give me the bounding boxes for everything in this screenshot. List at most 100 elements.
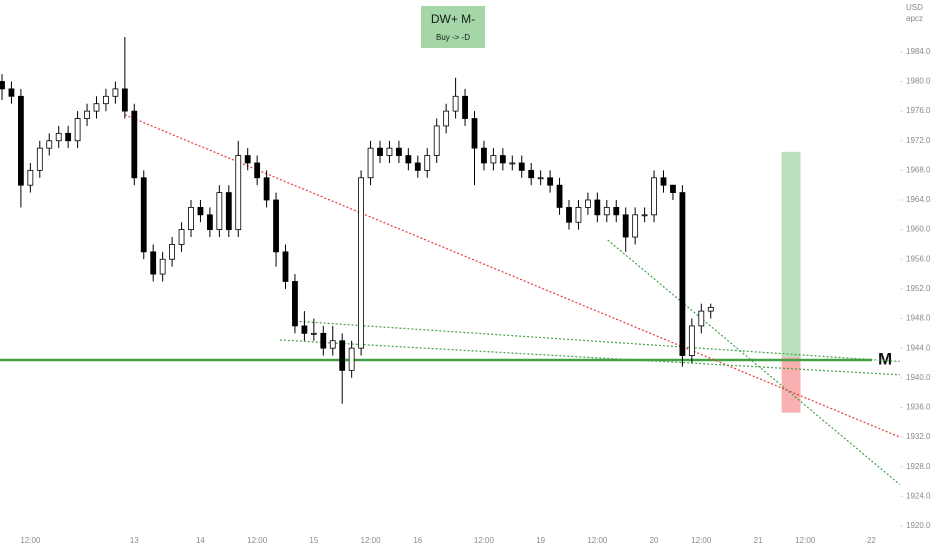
candle-body <box>537 177 544 180</box>
candle-body <box>641 214 648 217</box>
candle-body <box>377 147 383 156</box>
candle-body <box>84 110 90 119</box>
candle-body <box>103 95 109 105</box>
x-tick-label: 21 <box>754 536 763 545</box>
x-tick-label: 20 <box>650 536 659 545</box>
y-tick-label: 1964.0 <box>906 195 931 204</box>
candle-body <box>358 177 365 349</box>
candle-body <box>36 147 43 171</box>
x-tick-label: 12:00 <box>474 536 495 545</box>
candle-body <box>452 95 459 112</box>
candle-body <box>216 192 223 231</box>
candle-body <box>367 147 374 179</box>
candle-body <box>263 177 270 201</box>
candle-body <box>547 177 553 186</box>
trend-line <box>299 320 900 363</box>
candle-body <box>0 81 5 90</box>
y-tick-label: 1936.0 <box>906 403 931 412</box>
candle-body <box>386 147 393 156</box>
candle-body <box>292 281 298 327</box>
x-tick-label: 12:00 <box>361 536 382 545</box>
note: apcz <box>906 14 923 23</box>
candle-body <box>282 251 289 282</box>
x-tick-label: 12:00 <box>20 536 41 545</box>
candle-body <box>471 118 478 149</box>
y-tick-label: 1968.0 <box>906 165 931 174</box>
x-tick-label: 12:00 <box>587 536 608 545</box>
candle-body <box>594 199 601 216</box>
candle-body <box>414 162 421 171</box>
candle-body <box>159 258 166 275</box>
candle-body <box>499 155 506 164</box>
trend-line <box>607 239 901 485</box>
candle-body <box>528 169 535 179</box>
candle-body <box>405 155 412 164</box>
candle-body <box>424 155 431 171</box>
candle-body <box>679 192 686 356</box>
candle-body <box>225 192 232 231</box>
signal-title: DW+ M- <box>431 12 475 26</box>
candle-body <box>244 155 251 164</box>
y-tick-label: 1948.0 <box>906 314 931 323</box>
candle-body <box>150 251 157 275</box>
candle-body <box>518 162 525 171</box>
trend-line <box>279 339 900 376</box>
x-tick-label: 16 <box>413 536 422 545</box>
candle-body <box>603 207 610 216</box>
y-tick-label: 1960.0 <box>906 225 931 234</box>
x-tick-label: 13 <box>130 536 139 545</box>
x-tick-label: 19 <box>536 536 545 545</box>
candle-body <box>188 207 194 231</box>
currency: USD <box>906 3 923 12</box>
y-tick-label: 1956.0 <box>906 254 931 263</box>
candle-body <box>46 140 53 149</box>
x-tick-label: 12:00 <box>691 536 712 545</box>
candle-body <box>670 184 676 193</box>
candle-body <box>509 162 516 165</box>
candle-body <box>613 207 620 216</box>
candle-body <box>17 95 24 186</box>
candle-body <box>348 347 355 371</box>
candle-body <box>339 340 346 371</box>
x-tick-label: 14 <box>196 536 205 545</box>
candle-body <box>301 325 308 334</box>
signal-box <box>421 6 485 48</box>
x-tick-label: 12:00 <box>247 536 268 545</box>
y-tick-label: 1980.0 <box>906 77 931 86</box>
candle-body <box>585 199 591 208</box>
x-tick-label: 12:00 <box>795 536 816 545</box>
candle-body <box>112 88 119 97</box>
candle-body <box>320 332 327 349</box>
candle-body <box>632 214 639 238</box>
x-tick-label: 15 <box>309 536 318 545</box>
y-tick-label: 1920.0 <box>906 521 931 530</box>
candle-body <box>329 340 336 349</box>
y-tick-label: 1944.0 <box>906 343 931 352</box>
y-tick-label: 1924.0 <box>906 491 931 500</box>
candle-body <box>660 177 667 186</box>
candle-body <box>140 177 147 253</box>
candle-body <box>27 169 34 186</box>
candle-body <box>566 207 572 223</box>
candle-body <box>93 103 100 112</box>
signal-subtitle: Buy -> -D <box>436 33 470 42</box>
candle-body <box>197 207 204 216</box>
y-tick-label: 1952.0 <box>906 284 931 293</box>
candle-body <box>698 310 705 327</box>
candle-body <box>254 162 261 179</box>
candle-body <box>273 199 279 253</box>
candle-body <box>310 332 317 335</box>
candle-body <box>178 229 185 245</box>
candle-body <box>74 118 81 142</box>
candle-body <box>169 244 176 260</box>
y-tick-label: 1928.0 <box>906 462 931 471</box>
y-tick-label: 1972.0 <box>906 136 931 145</box>
candle-body <box>55 132 62 142</box>
y-tick-label: 1940.0 <box>906 373 931 382</box>
y-tick-label: 1984.0 <box>906 47 931 56</box>
candle-body <box>481 147 487 164</box>
candle-body <box>490 155 497 164</box>
candle-body <box>131 110 138 179</box>
